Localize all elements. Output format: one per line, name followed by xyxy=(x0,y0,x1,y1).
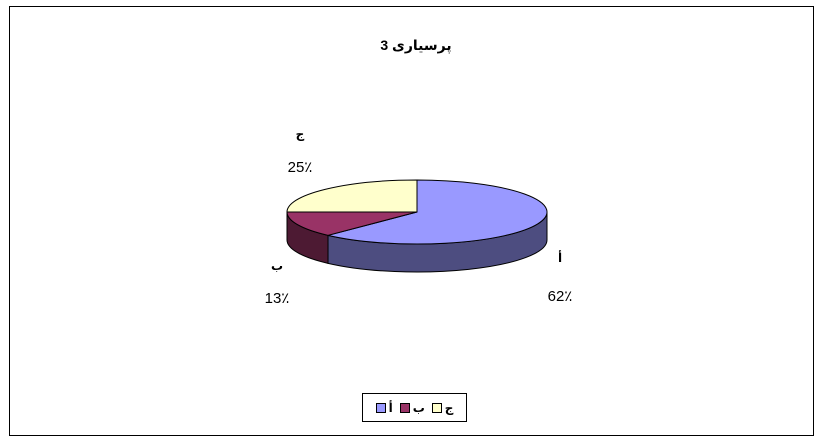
legend-item: ج xyxy=(431,400,454,415)
legend-label: أ xyxy=(388,400,393,415)
pie-label-value: 25٪ xyxy=(288,159,313,176)
legend-swatch xyxy=(399,402,410,413)
legend-label: ج xyxy=(444,400,454,415)
pie-group xyxy=(286,179,548,273)
chart-title: پرسیاری 3 xyxy=(380,37,451,54)
pie-slice-ج xyxy=(286,179,418,213)
pie-label-category: أ xyxy=(558,250,562,265)
pie-label-category: ج xyxy=(296,127,305,141)
pie-label-category: ب xyxy=(271,259,283,273)
legend-item: ب xyxy=(399,400,425,415)
pie-slice-ب xyxy=(286,211,418,236)
legend-item: أ xyxy=(375,400,393,415)
pie-label-value: 62٪ xyxy=(548,288,573,305)
pie-labels: أ 62٪ ب 13٪ ج 25٪ xyxy=(265,127,574,307)
legend-label: ب xyxy=(412,400,425,415)
pie-label-value: 13٪ xyxy=(265,290,290,307)
legend-swatch xyxy=(431,402,442,413)
legend-swatch xyxy=(375,402,386,413)
pie-slice-أ xyxy=(327,179,548,245)
